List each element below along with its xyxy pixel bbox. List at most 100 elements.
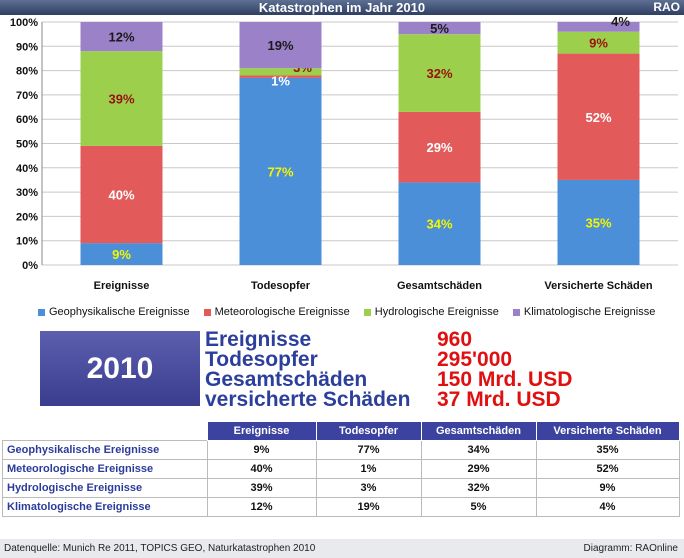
credit-note: Diagramm: RAOnline <box>583 543 678 554</box>
bar-segment <box>398 182 481 265</box>
table-corner <box>3 422 208 441</box>
summary-label: Gesamtschäden <box>205 368 368 391</box>
table-cell: 40% <box>206 458 317 479</box>
legend-swatch <box>38 308 45 316</box>
summary-label: Todesopfer <box>205 348 318 371</box>
bar-segment <box>557 53 640 180</box>
data-label: 32% <box>426 66 452 81</box>
data-label: 29% <box>426 140 452 155</box>
summary-label: Ereignisse <box>205 328 312 351</box>
table-cell: 3% <box>315 477 422 498</box>
legend-item: Klimatologische Ereignisse <box>512 306 656 318</box>
y-tick-label: 70% <box>16 90 38 102</box>
data-label: 5% <box>430 21 449 36</box>
y-tick-label: 20% <box>16 211 38 223</box>
y-tick-label: 100% <box>10 17 38 29</box>
bar-segment <box>239 68 322 76</box>
chart-title: Katastrophen im Jahr 2010 <box>258 0 426 15</box>
bar-segment <box>80 51 163 146</box>
bar-segment <box>398 111 481 183</box>
row-label: Meteorologische Ereignisse <box>2 458 208 479</box>
y-tick-label: 60% <box>16 114 38 126</box>
summary-value: 150 Mrd. USD <box>437 368 573 391</box>
brand-label: RAO <box>653 0 680 14</box>
bar-segment <box>80 22 163 52</box>
table-cell: 52% <box>535 458 680 479</box>
table-cell: 19% <box>315 496 422 517</box>
data-label: 40% <box>108 188 134 203</box>
legend-item: Hydrologische Ereignisse <box>363 306 499 318</box>
legend-item: Meteorologische Ereignisse <box>203 306 350 318</box>
column-header: Versicherte Schäden <box>535 421 680 441</box>
table-header-row: Ereignisse Todesopfer Gesamtschäden Vers… <box>3 421 680 441</box>
column-header: Gesamtschäden <box>420 421 537 441</box>
summary-label: versicherte Schäden <box>205 388 411 411</box>
legend-swatch <box>203 308 211 316</box>
y-tick-label: 90% <box>16 41 38 53</box>
legend-label: Klimatologische Ereignisse <box>523 306 656 318</box>
legend-swatch <box>363 308 371 316</box>
summary-value: 37 Mrd. USD <box>437 388 561 411</box>
bar-segment <box>239 77 322 265</box>
bar-segment <box>557 179 640 265</box>
legend-label: Meteorologische Ereignisse <box>214 306 350 318</box>
data-label: 34% <box>426 217 452 232</box>
table-cell: 39% <box>206 477 317 498</box>
table-row: Meteorologische Ereignisse 40% 1% 29% 52… <box>2 458 680 479</box>
chart-legend: Geophysikalische Ereignisse Meteorologisc… <box>38 306 678 318</box>
title-bar: Katastrophen im Jahr 2010 RAO <box>0 0 684 15</box>
data-label: 39% <box>108 92 134 107</box>
bar-segment <box>80 145 163 244</box>
legend-label: Geophysikalische Ereignisse <box>49 306 190 318</box>
footer: Datenquelle: Munich Re 2011, TOPICS GEO,… <box>0 539 684 558</box>
bar-segment <box>557 31 640 54</box>
bar-segment <box>398 34 481 112</box>
table-cell: 5% <box>420 496 537 517</box>
table-cell: 32% <box>420 477 537 498</box>
table-row: Klimatologische Ereignisse 12% 19% 5% 4% <box>2 496 680 517</box>
table-cell: 35% <box>535 439 680 460</box>
data-label: 19% <box>267 38 293 53</box>
y-tick-label: 50% <box>16 139 38 151</box>
legend-item: Geophysikalische Ereignisse <box>38 306 190 318</box>
data-label: 12% <box>108 30 134 45</box>
row-label: Geophysikalische Ereignisse <box>2 439 208 460</box>
table-cell: 1% <box>315 458 422 479</box>
data-label: 9% <box>112 247 131 262</box>
bar-segment <box>557 22 640 32</box>
data-label: 1% <box>271 73 290 88</box>
legend-swatch <box>512 308 520 316</box>
table-row: Geophysikalische Ereignisse 9% 77% 34% 3… <box>2 439 680 460</box>
table-row: Hydrologische Ereignisse 39% 3% 32% 9% <box>2 477 680 498</box>
y-tick-label: 10% <box>16 236 38 248</box>
stacked-bar-chart: 0% 10% 20% 30% 40% 50% 60% 70% 80% 90% 100% 9% 40% 39… <box>10 15 678 292</box>
column-header: Ereignisse <box>206 421 317 441</box>
bar-segment <box>80 243 163 265</box>
data-table: Ereignisse Todesopfer Gesamtschäden Vers… <box>2 421 680 517</box>
x-tick-label: Gesamtschäden <box>397 280 482 292</box>
row-label: Hydrologische Ereignisse <box>2 477 208 498</box>
x-tick-label: Ereignisse <box>94 280 150 292</box>
y-tick-label: 30% <box>16 187 38 199</box>
table-cell: 34% <box>420 439 537 460</box>
summary-value: 960 <box>437 328 473 351</box>
legend-label: Hydrologische Ereignisse <box>374 306 499 318</box>
y-tick-label: 40% <box>16 163 38 175</box>
data-label: 77% <box>267 164 293 179</box>
bar-segment <box>239 75 322 78</box>
bar-segment <box>239 22 322 69</box>
data-label: 52% <box>585 110 611 125</box>
summary-value: 295'000 <box>437 348 513 371</box>
y-tick-label: 80% <box>16 66 38 78</box>
data-label: 4% <box>611 15 630 29</box>
y-tick-label: 0% <box>22 260 38 272</box>
year-box: 2010 <box>40 331 200 406</box>
row-label: Klimatologische Ereignisse <box>2 496 208 517</box>
x-tick-label: Todesopfer <box>251 280 311 292</box>
bar-segment <box>398 22 481 35</box>
table-cell: 29% <box>420 458 537 479</box>
table-cell: 12% <box>206 496 317 517</box>
x-tick-label: Versicherte Schäden <box>544 280 653 292</box>
source-note: Datenquelle: Munich Re 2011, TOPICS GEO,… <box>4 543 316 554</box>
data-label: 9% <box>589 36 608 51</box>
